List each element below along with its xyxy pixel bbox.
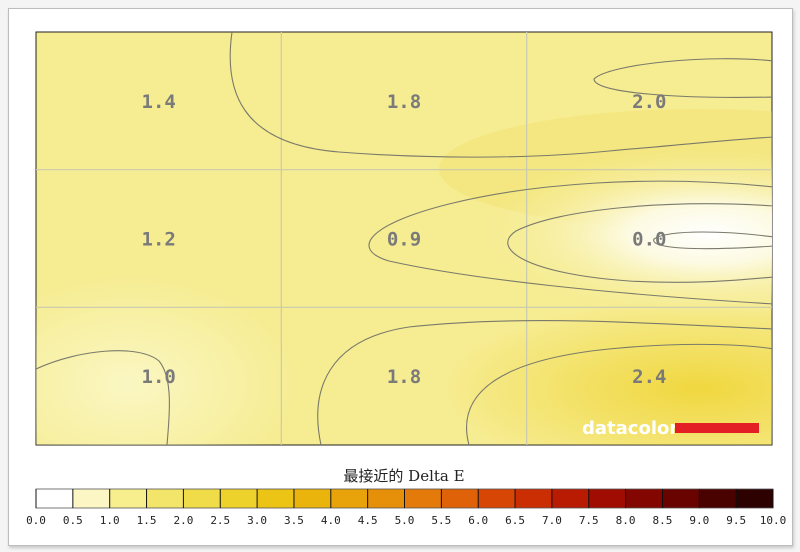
- contour-lines: [36, 32, 772, 445]
- colorbar-segment: [441, 489, 479, 508]
- colorbar-segment: [293, 489, 332, 508]
- logo-text: datacolor: [582, 418, 678, 439]
- cell-grid: [36, 32, 772, 445]
- colorbar-segment: [330, 489, 369, 508]
- colorbar-tick-label: 9.0: [689, 514, 709, 527]
- cell-value-label: 1.8: [387, 366, 421, 388]
- colorbar-tick-label: 1.5: [137, 514, 157, 527]
- colorbar-segment: [515, 489, 553, 508]
- logo-bar: [675, 423, 759, 433]
- colorbar-segment: [257, 489, 295, 508]
- chart-frame: 1.4 1.8 2.0 1.2 0.9 0.0 1.0 1.8 2.4 datacolor 最接…: [8, 8, 793, 546]
- colorbar-tick-label: 5.5: [431, 514, 451, 527]
- colorbar-tick-label: 0.0: [26, 514, 46, 527]
- colorbar-ticks: 0.0 0.5 1.0 1.5 2.0 2.5 3.0 3.5 4.0 4.5 5.0 5.5 6.0 6…: [26, 489, 786, 527]
- colorbar-tick-label: 0.5: [63, 514, 83, 527]
- cell-value-label: 1.0: [142, 366, 176, 388]
- colorbar-tick-label: 5.0: [395, 514, 415, 527]
- colorbar-tick-label: 4.5: [358, 514, 378, 527]
- datacolor-logo: datacolor: [582, 418, 759, 439]
- cell-value-label: 1.2: [142, 229, 176, 251]
- cell-value-label: 0.9: [387, 229, 421, 251]
- colorbar-segment: [736, 489, 774, 508]
- colorbar-segment: [404, 489, 442, 508]
- contour-line: [466, 343, 772, 445]
- cell-value-label: 2.4: [632, 366, 666, 388]
- colorbar-tick-label: 3.0: [247, 514, 267, 527]
- cell-values: 1.4 1.8 2.0 1.2 0.9 0.0 1.0 1.8 2.4: [142, 91, 667, 388]
- cell-value-label: 2.0: [632, 91, 666, 113]
- contour-line: [368, 180, 772, 305]
- colorbar-segment: [478, 489, 516, 508]
- chart-title: 最接近的 Delta E: [343, 467, 464, 485]
- colorbar-tick-label: 8.0: [616, 514, 636, 527]
- colorbar-segment: [551, 489, 590, 508]
- colorbar-tick-label: 1.0: [100, 514, 120, 527]
- colorbar-segment: [220, 489, 258, 508]
- colorbar-tick-label: 8.5: [653, 514, 673, 527]
- heatmap-shading: [36, 109, 772, 445]
- colorbar-tick-label: 2.0: [173, 514, 193, 527]
- colorbar-segment: [367, 489, 405, 508]
- cell-value-label: 1.8: [387, 91, 421, 113]
- contour-line: [507, 203, 772, 283]
- contour-line: [36, 350, 170, 445]
- colorbar-tick-label: 4.0: [321, 514, 341, 527]
- colorbar-tick-label: 6.0: [468, 514, 488, 527]
- colorbar-segment: [72, 489, 111, 508]
- contour-line: [653, 231, 772, 250]
- colorbar-segment: [699, 489, 737, 508]
- colorbar-segment: [662, 489, 700, 508]
- colorbar-segment: [146, 489, 184, 508]
- colorbar-tick-label: 2.5: [210, 514, 230, 527]
- heatmap-plot: 1.4 1.8 2.0 1.2 0.9 0.0 1.0 1.8 2.4: [35, 31, 773, 446]
- colorbar-segment: [625, 489, 663, 508]
- colorbar-tick-label: 7.5: [579, 514, 599, 527]
- cell-value-label: 1.4: [142, 91, 176, 113]
- colorbar-tick-label: 7.0: [542, 514, 562, 527]
- colorbar-segment: [588, 489, 627, 508]
- contour-line: [317, 320, 772, 445]
- colorbar-tick-label: 9.5: [726, 514, 746, 527]
- colorbar-tick-label: 3.5: [284, 514, 304, 527]
- colorbar-segment: [183, 489, 221, 508]
- colorbar-tick-label: 6.5: [505, 514, 525, 527]
- contour-line: [229, 32, 772, 158]
- delta-e-chart: 1.4 1.8 2.0 1.2 0.9 0.0 1.0 1.8 2.4 datacolor 最接…: [26, 31, 786, 527]
- contour-line: [593, 58, 772, 98]
- colorbar-tick-label: 10.0: [760, 514, 787, 527]
- colorbar-segment: [109, 489, 148, 508]
- cell-value-label: 0.0: [632, 229, 666, 251]
- colorbar-segment: [36, 489, 74, 508]
